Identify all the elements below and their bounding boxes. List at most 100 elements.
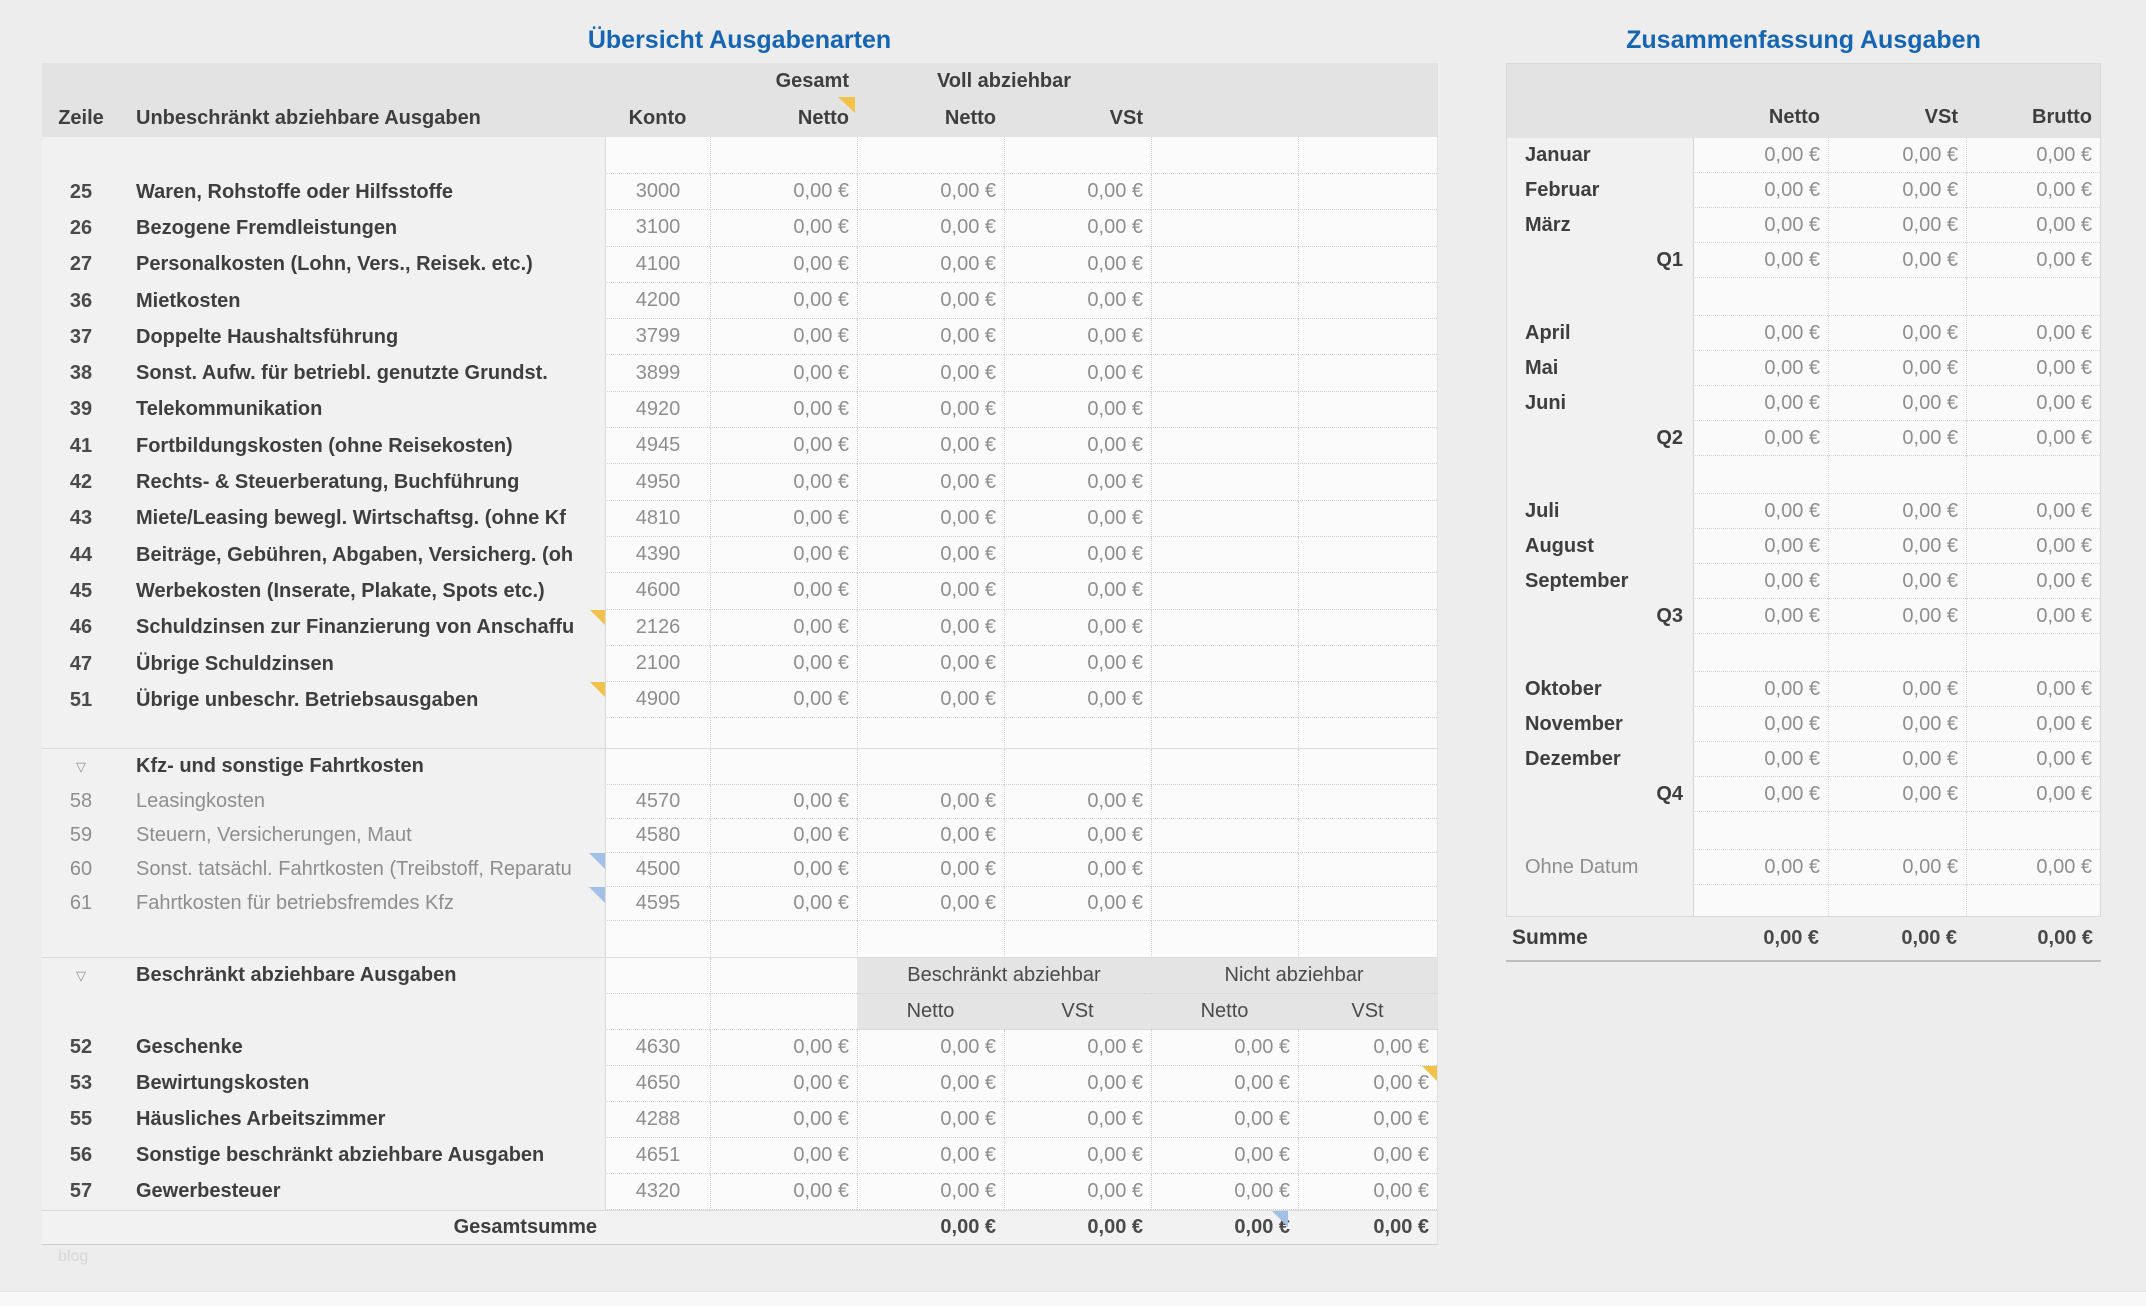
value-cell[interactable] [1151,355,1298,392]
period-label-cell[interactable]: Ohne Datum [1507,850,1693,885]
value-cell[interactable]: 0,00 € [1966,173,2100,208]
value-cell[interactable]: 0,00 € [857,645,1004,683]
value-cell[interactable] [1966,456,2100,494]
label-cell[interactable]: Übrige Schuldzinsen [120,645,605,683]
label-cell[interactable]: Fortbildungskosten (ohne Reisekosten) [120,428,605,465]
value-cell[interactable] [1298,355,1437,392]
value-cell[interactable]: 0,00 € [1004,210,1151,247]
value-cell[interactable] [1298,784,1437,819]
period-label-cell[interactable]: Mai [1507,351,1693,386]
row-number-cell[interactable]: 56 [42,1137,120,1174]
period-label-cell[interactable]: April [1507,316,1693,351]
row-number-cell[interactable]: 60 [42,852,120,887]
value-cell[interactable]: 0,00 € [710,784,857,819]
value-cell[interactable]: 0,00 € [1828,243,1966,278]
value-cell[interactable] [1828,885,1966,916]
value-cell[interactable]: 0,00 € [1004,500,1151,537]
value-cell[interactable]: 0,00 € [710,1065,857,1102]
disclosure-triangle-icon[interactable]: ▽ [76,968,86,984]
value-cell[interactable]: 0,00 € [1828,777,1966,812]
value-cell[interactable]: 0,00 € [710,355,857,392]
value-cell[interactable] [1828,456,1966,494]
column-header-gesamt-netto[interactable]: Netto [797,107,849,129]
value-cell[interactable] [1151,319,1298,356]
value-cell[interactable] [1966,278,2100,316]
account-cell[interactable]: 3799 [605,319,710,356]
value-cell[interactable] [1298,428,1437,465]
comment-marker-icon[interactable] [838,97,855,113]
row-number-cell[interactable]: 39 [42,391,120,429]
value-cell[interactable]: 0,00 € [857,464,1004,501]
value-cell[interactable]: 0,00 € [1004,886,1151,921]
value-cell[interactable] [1298,573,1437,610]
value-cell[interactable]: 0,00 € [857,1029,1004,1066]
value-cell[interactable] [1298,246,1437,283]
value-cell[interactable]: 0,00 € [1763,926,1819,949]
value-cell[interactable]: 0,00 € [857,818,1004,853]
column-header-vst[interactable]: VSt [1924,106,1958,128]
account-cell[interactable]: 4500 [605,852,710,887]
annotation-marker-icon[interactable] [589,886,605,903]
value-cell[interactable]: 0,00 € [1966,529,2100,564]
account-cell[interactable]: 4920 [605,391,710,429]
account-cell[interactable]: 4600 [605,573,710,610]
label-cell[interactable]: Sonst. Aufw. für betriebl. genutzte Grun… [120,355,605,392]
column-header-konto[interactable]: Konto [628,107,687,129]
value-cell[interactable]: 0,00 € [710,1173,857,1210]
value-cell[interactable]: 0,00 € [1004,391,1151,429]
account-cell[interactable]: 4390 [605,536,710,574]
row-number-cell[interactable]: 37 [42,319,120,356]
value-cell[interactable]: 0,00 € [1004,464,1151,501]
account-cell[interactable]: 4580 [605,818,710,853]
value-cell[interactable]: 0,00 € [1828,564,1966,599]
account-cell[interactable]: 3899 [605,355,710,392]
label-cell[interactable]: Beiträge, Gebühren, Abgaben, Versicherg.… [120,536,605,574]
column-group-beschraenkt-abziehbar[interactable]: Beschränkt abziehbar [857,957,1151,994]
value-cell[interactable]: 0,00 € [1004,319,1151,356]
value-cell[interactable]: 0,00 € [857,1137,1004,1174]
account-cell[interactable]: 3100 [605,210,710,247]
value-cell[interactable] [1693,278,1828,316]
value-cell[interactable]: 0,00 € [1693,494,1828,529]
value-cell[interactable]: 0,00 € [710,573,857,610]
value-cell[interactable]: 0,00 € [857,319,1004,356]
value-cell[interactable] [1966,634,2100,672]
value-cell[interactable]: 0,00 € [1151,1029,1298,1066]
value-cell[interactable]: 0,00 € [1373,1215,1429,1238]
value-cell[interactable]: 0,00 € [1298,1173,1437,1210]
value-cell[interactable]: 0,00 € [1693,208,1828,243]
column-header-netto[interactable]: Netto [857,993,1004,1030]
value-cell[interactable]: 0,00 € [857,355,1004,392]
value-cell[interactable]: 0,00 € [1828,672,1966,707]
value-cell[interactable]: 0,00 € [710,1137,857,1174]
account-cell[interactable]: 4651 [605,1137,710,1174]
value-cell[interactable] [1298,391,1437,429]
value-cell[interactable]: 0,00 € [1966,599,2100,634]
value-cell[interactable] [1298,536,1437,574]
value-cell[interactable]: 0,00 € [1004,428,1151,465]
value-cell[interactable]: 0,00 € [1151,1101,1298,1138]
value-cell[interactable]: 0,00 € [710,246,857,283]
value-cell[interactable]: 0,00 € [710,282,857,320]
label-cell[interactable]: Doppelte Haushaltsführung [120,319,605,356]
value-cell[interactable]: 0,00 € [1966,494,2100,529]
period-label-cell[interactable]: Januar [1507,138,1693,173]
annotation-marker-icon[interactable] [1272,1210,1288,1227]
value-cell[interactable]: 0,00 € [1298,1065,1437,1102]
value-cell[interactable] [1151,573,1298,610]
quarter-label-cell[interactable]: Q4 [1507,777,1693,812]
column-header-label[interactable]: Unbeschränkt abziehbare Ausgaben [136,107,481,129]
value-cell[interactable]: 0,00 € [1966,316,2100,351]
value-cell[interactable]: 0,00 € [1693,529,1828,564]
label-cell[interactable]: Personalkosten (Lohn, Vers., Reisek. etc… [120,246,605,283]
value-cell[interactable]: 0,00 € [857,1065,1004,1102]
label-cell[interactable]: Bewirtungskosten [120,1065,605,1102]
value-cell[interactable]: 0,00 € [1298,1101,1437,1138]
value-cell[interactable]: 0,00 € [1693,138,1828,173]
value-cell[interactable] [1151,645,1298,683]
value-cell[interactable]: 0,00 € [710,210,857,247]
value-cell[interactable]: 0,00 € [857,536,1004,574]
value-cell[interactable] [1151,609,1298,646]
value-cell[interactable]: 0,00 € [1828,351,1966,386]
row-number-cell[interactable]: 57 [42,1173,120,1210]
